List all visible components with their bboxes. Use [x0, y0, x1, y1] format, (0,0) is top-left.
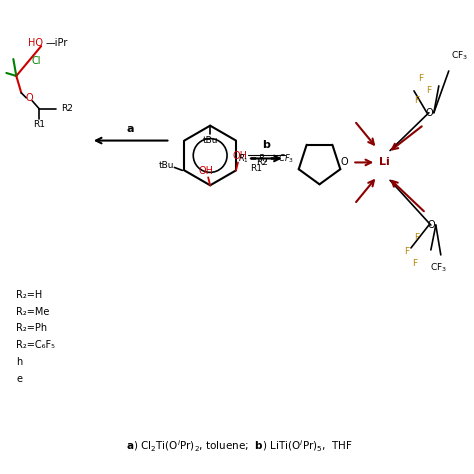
Text: Li: Li	[379, 157, 390, 167]
Text: —iPr: —iPr	[45, 38, 67, 48]
Text: tBu: tBu	[202, 136, 218, 145]
Text: O: O	[26, 93, 33, 103]
Text: CF$_3$: CF$_3$	[430, 262, 447, 274]
Text: R1: R1	[250, 164, 262, 173]
Text: b: b	[262, 139, 270, 149]
Text: R₂=Ph: R₂=Ph	[16, 323, 47, 334]
Text: OH: OH	[199, 166, 214, 176]
Text: O: O	[425, 108, 433, 118]
Text: O: O	[340, 157, 348, 167]
Text: R₂=H: R₂=H	[16, 290, 43, 300]
Text: F: F	[404, 247, 410, 256]
Text: R2: R2	[61, 104, 73, 113]
Text: R2: R2	[256, 158, 268, 167]
Text: R₂=C₆F₅: R₂=C₆F₅	[16, 340, 55, 350]
Text: F: F	[414, 234, 419, 243]
Text: CF$_3$: CF$_3$	[451, 50, 468, 62]
Text: F: F	[414, 96, 419, 105]
Text: h: h	[16, 357, 23, 367]
Text: HO: HO	[28, 38, 43, 48]
Text: OH: OH	[232, 152, 247, 162]
Text: e: e	[16, 374, 22, 384]
Text: Cl: Cl	[31, 56, 41, 66]
Text: O: O	[427, 220, 435, 230]
Text: $R_1=R_2=CF_3$: $R_1=R_2=CF_3$	[238, 152, 294, 164]
Text: $\mathbf{a}$) Cl$_2$Ti(O$^\mathit{i}$Pr)$_2$, toluene;  $\mathbf{b}$) LiTi(O$^\m: $\mathbf{a}$) Cl$_2$Ti(O$^\mathit{i}$Pr)…	[126, 439, 353, 455]
Text: tBu: tBu	[159, 161, 174, 170]
Text: F: F	[419, 74, 423, 83]
Text: F: F	[426, 86, 431, 95]
Text: a: a	[127, 124, 134, 134]
Text: F: F	[412, 259, 418, 268]
Text: R₂=Me: R₂=Me	[16, 307, 50, 317]
Text: R1: R1	[33, 120, 45, 129]
